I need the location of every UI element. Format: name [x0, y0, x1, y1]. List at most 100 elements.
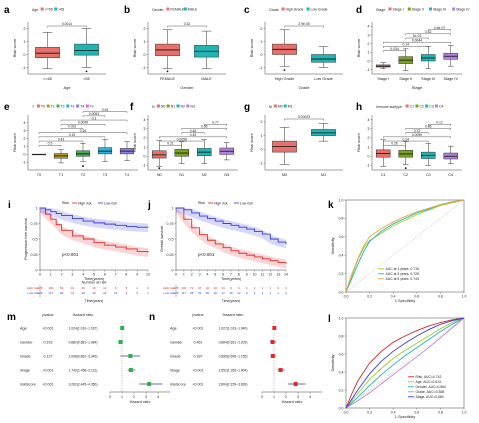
forest-point [270, 354, 275, 358]
comparison-pvalue: 0.94 [102, 108, 109, 112]
ci-band-low [40, 208, 148, 233]
legend-label: C3 [429, 105, 434, 109]
forest-row-ci: 0.882(0.681~1.084) [69, 340, 98, 344]
y-tick-label: 0 [260, 148, 262, 152]
y-tick-label: 2 [143, 136, 145, 140]
comparison-bracket [181, 132, 205, 135]
legend-key [452, 7, 456, 11]
y-tick-label: 1 [143, 145, 145, 149]
y-tick-label: 2 [23, 137, 25, 141]
comparison-bracket [159, 136, 227, 139]
risk-table-count: 73 [71, 291, 75, 295]
panel-e: e T T0 T1 T2 T3 T4 Tx -1 0 1 2 3 4 Risk score T0 T1 T2 T3 T… [4, 102, 138, 177]
legend-key [85, 104, 89, 108]
x-tick-label: FEMALE [160, 77, 176, 81]
x-tick-label: 10 [253, 273, 257, 277]
forest-row-ci: 1.552(1.265~1.904) [219, 368, 248, 372]
legend-label: Stage I [393, 8, 404, 12]
legend-key [435, 104, 438, 108]
risk-table-count: 32 [206, 286, 210, 290]
x-tick-label: 1 [50, 273, 52, 277]
comparison-bracket [383, 42, 451, 44]
legend-label: N1 [171, 105, 176, 109]
risk-table-count: 19 [92, 286, 96, 290]
comparison-pvalue: 0.21 [167, 141, 174, 145]
panel-letter: n [149, 312, 155, 323]
risk-table-count: 9 [126, 291, 128, 295]
y-tick-label: 3 [143, 127, 145, 131]
y-tick-label: 0 [23, 153, 25, 157]
panel-c: c Grade High Grade Low Grade -1 0 1 2 Risk score… [244, 5, 343, 90]
risk-table-count: 12 [237, 291, 241, 295]
forest-row-ci: 1.024(1.010~1.037) [69, 326, 98, 330]
forest-row-pvalue: 0.397 [194, 354, 203, 358]
comparison-bracket [383, 140, 429, 143]
legend-key [166, 104, 170, 108]
legend-label: C1 [410, 105, 415, 109]
legend-label: N0 [161, 105, 166, 109]
forest-row-ci: 3.262(2.445~4.356) [69, 382, 98, 386]
x-tick-label: 0 [39, 273, 41, 277]
comparison-bracket [159, 140, 205, 143]
x-tick-label: 10 [146, 273, 150, 277]
y-tick-label: 4 [23, 121, 25, 125]
legend-label: Stage IV [456, 8, 470, 12]
y-tick-label: 0.0 [339, 290, 344, 294]
risk-table-count: 0 [285, 291, 287, 295]
forest-row-ci: 0.884(0.651~1.203) [219, 340, 248, 344]
x-tick-label: 0.6 [414, 411, 419, 415]
y-tick-label: 0.6 [339, 352, 344, 356]
legend-label: T3 [70, 105, 74, 109]
forest-col-pvalue-header: pvalue [42, 313, 53, 317]
y-axis-label: Risk score [132, 38, 137, 57]
x-tick-label: 11 [261, 273, 265, 277]
comparison-pvalue: 0.14 [402, 43, 409, 47]
y-tick-label: 1.0 [339, 316, 344, 320]
x-tick-label: 0.8 [438, 295, 443, 299]
x-tick-label: C4 [448, 173, 453, 177]
y-tick-label: 0 [143, 53, 145, 57]
comparison-bracket [38, 140, 84, 143]
comparison-bracket [383, 46, 429, 48]
legend-label: Stage II [412, 8, 424, 12]
y-tick-label: 0.75 [31, 222, 38, 226]
comparison-bracket [428, 29, 451, 32]
x-tick-label: 9 [246, 273, 248, 277]
forest-row-label: Age [170, 326, 177, 330]
forest-col-hr-header: Hazard ratio [73, 313, 94, 317]
y-tick-label: 1 [260, 134, 262, 138]
outlier-point [82, 165, 84, 167]
comparison-bracket [181, 128, 227, 130]
x-tick-label: 0.4 [391, 295, 396, 299]
x-tick-label: N3 [224, 173, 229, 177]
y-tick-label: 1 [260, 40, 262, 44]
ci-band-low [176, 208, 286, 249]
forest-point [120, 326, 125, 330]
roc-panel-k: k 0.00.0 0.2 0.2 0.4 0.4 0.6 0.6 0.8 0.8 1.0 1.0 1-S… [328, 198, 466, 303]
forest-row-pvalue: 0.127 [44, 354, 53, 358]
x-tick-label: High Grade [275, 77, 294, 81]
comparison-pvalue: 0.0059 [412, 133, 422, 137]
y-axis-label: Overall survival [160, 226, 164, 252]
comparison-pvalue: 0.0058 [177, 137, 187, 141]
y-tick-label: 0.6 [339, 235, 344, 239]
legend-key [407, 7, 411, 11]
legend-key [66, 104, 70, 108]
roc-curve [345, 317, 465, 409]
legend-label: Age, AUC=0.613 [416, 380, 441, 384]
panel-letter: e [4, 102, 10, 113]
forest-row-ci: 1.698(0.862~3.345) [69, 354, 98, 358]
roc-curve [345, 317, 465, 409]
forest-col-hr-header: Hazard ratio [223, 313, 244, 317]
comparison-pvalue: 0.56 [201, 125, 208, 129]
forest-x-label: Hazard ratio [282, 400, 303, 404]
risk-table-count: 5 [136, 291, 138, 295]
comparison-bracket [82, 111, 128, 114]
comparison-pvalue: 0.0044 [412, 38, 422, 42]
legend-key [415, 104, 419, 108]
risk-table-count: 2 [254, 286, 256, 290]
y-axis-label: Risk score [12, 132, 17, 151]
comparison-pvalue: 0.16 [80, 129, 87, 133]
comparison-bracket [60, 128, 84, 130]
legend-label: AUC at 3 years: 0.728 [386, 272, 419, 276]
